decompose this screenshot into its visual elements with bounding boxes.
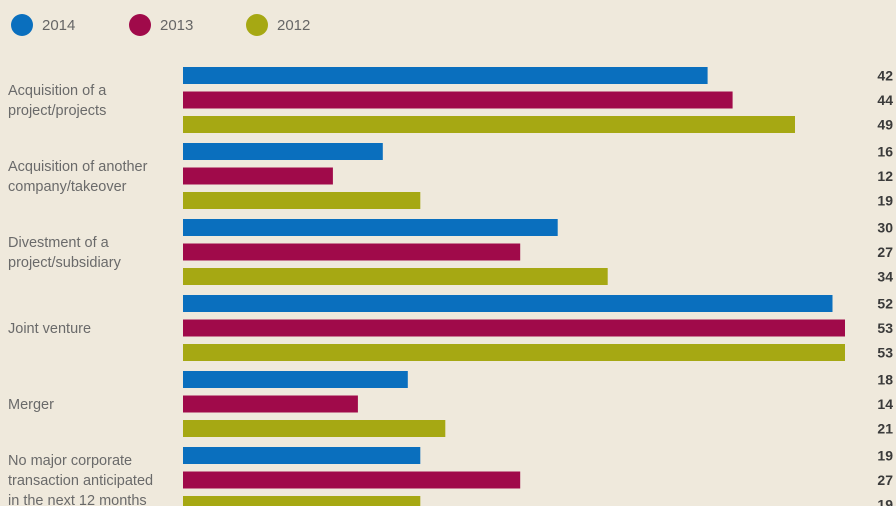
bar-2013	[183, 319, 845, 337]
bar-2014	[183, 371, 408, 388]
bar-2012	[183, 496, 421, 506]
bar-2012	[183, 116, 795, 133]
legend-swatch-2013	[129, 14, 151, 36]
bar-2013	[183, 91, 733, 109]
value-label-2013: 14	[877, 396, 893, 412]
plot-area: Acquisition of a project/projects 42 44 49 Ac…	[8, 67, 893, 506]
bar-2013	[183, 167, 333, 185]
bar-2013	[183, 243, 521, 261]
legend-label-2014: 2014	[42, 17, 75, 34]
category-label: Divestment of a project/subsidiary	[8, 235, 122, 271]
bar-2014	[183, 295, 833, 312]
value-label-2013: 53	[877, 320, 893, 336]
bar-2014	[183, 447, 421, 464]
value-label-2013: 44	[877, 92, 893, 108]
legend-swatch-2012	[246, 14, 268, 36]
legend-swatch-2014	[11, 14, 33, 36]
bar-2014	[183, 67, 708, 84]
value-label-2012: 34	[877, 269, 893, 285]
category-label: No major corporate transaction anticipate…	[8, 453, 153, 506]
value-label-2012: 49	[877, 117, 893, 133]
value-label-2012: 53	[877, 345, 893, 361]
bar-2014	[183, 143, 383, 160]
bar-2013	[183, 471, 521, 489]
value-label-2013: 12	[877, 168, 893, 184]
value-label-2013: 27	[877, 472, 893, 488]
legend: 2014 2013 2012	[11, 14, 310, 36]
bar-2012	[183, 268, 608, 285]
value-label-2014: 18	[877, 372, 893, 388]
category-label: Acquisition of another company/takeover	[8, 159, 148, 195]
value-label-2014: 42	[877, 68, 893, 84]
legend-label-2013: 2013	[160, 17, 193, 34]
value-label-2012: 21	[877, 421, 893, 437]
bar-2012	[183, 192, 421, 209]
value-label-2012: 19	[877, 497, 893, 506]
value-label-2014: 52	[877, 296, 893, 312]
value-label-2014: 19	[877, 448, 893, 464]
value-label-2014: 30	[877, 220, 893, 236]
category-label: Merger	[8, 397, 54, 413]
bar-2014	[183, 219, 558, 236]
value-label-2014: 16	[877, 144, 893, 160]
bar-2012	[183, 420, 446, 437]
value-label-2012: 19	[877, 193, 893, 209]
category-label: Acquisition of a project/projects	[8, 83, 107, 119]
bar-2013	[183, 395, 358, 413]
value-label-2013: 27	[877, 244, 893, 260]
legend-label-2012: 2012	[277, 17, 310, 34]
category-label: Joint venture	[8, 321, 91, 337]
bar-2012	[183, 344, 845, 361]
